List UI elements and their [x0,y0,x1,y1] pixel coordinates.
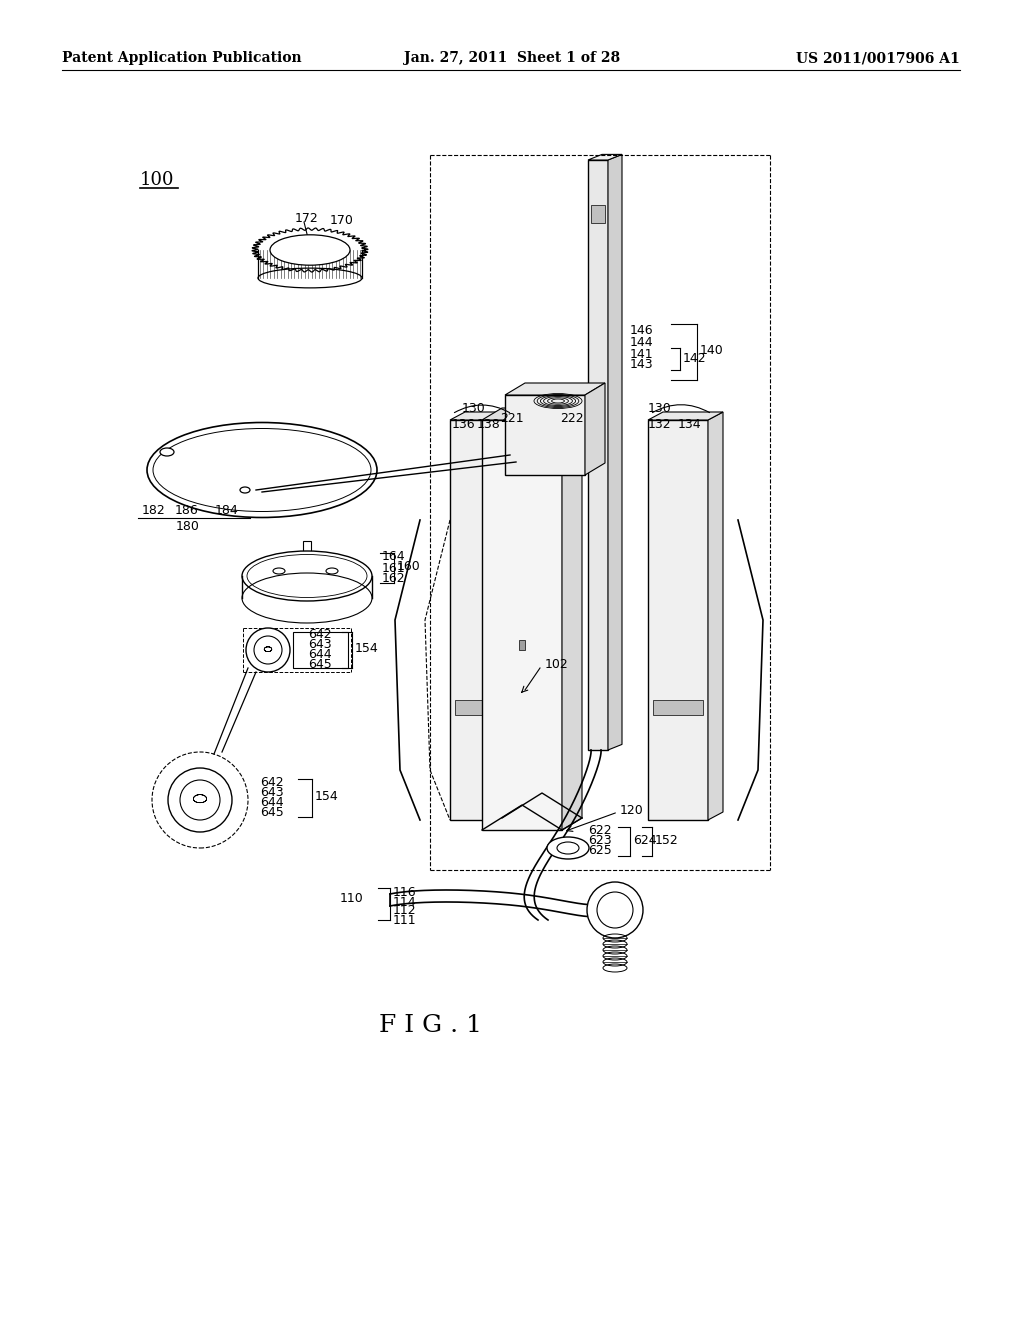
Bar [653,700,703,715]
Text: 172: 172 [295,211,318,224]
Text: 645: 645 [260,807,284,820]
Circle shape [587,882,643,939]
Text: 102: 102 [545,659,568,672]
Text: 146: 146 [630,323,653,337]
Text: 624: 624 [633,833,656,846]
Bar [195,440,300,498]
Bar [303,541,311,579]
Text: 143: 143 [630,358,653,371]
Text: 622: 622 [588,824,611,837]
Text: 161: 161 [382,561,406,574]
Ellipse shape [240,487,250,492]
Bar [588,160,608,750]
Bar [648,420,708,820]
Ellipse shape [270,235,350,265]
Text: 130: 130 [462,401,485,414]
Text: Patent Application Publication: Patent Application Publication [62,51,302,65]
Text: 642: 642 [308,628,332,642]
Text: 160: 160 [397,561,421,573]
Ellipse shape [242,550,372,601]
Bar [450,420,510,820]
Text: F I G . 1: F I G . 1 [379,1014,481,1036]
Text: 134: 134 [678,418,701,432]
Text: 643: 643 [308,639,332,652]
Polygon shape [708,412,723,820]
Text: 186: 186 [175,503,199,516]
Text: 111: 111 [393,913,417,927]
Polygon shape [648,412,723,420]
Text: 114: 114 [393,895,417,908]
Bar [455,700,505,715]
Text: 645: 645 [308,659,332,672]
Text: 116: 116 [393,886,417,899]
Text: 142: 142 [683,351,707,364]
Polygon shape [510,412,525,820]
Text: 120: 120 [620,804,644,817]
Text: 132: 132 [648,418,672,432]
Bar [591,205,605,223]
Text: 100: 100 [140,172,174,189]
Circle shape [168,768,232,832]
Text: 644: 644 [260,796,284,809]
Bar [293,632,348,668]
Text: 141: 141 [630,347,653,360]
Ellipse shape [160,447,174,455]
Text: 643: 643 [260,787,284,800]
Text: 180: 180 [176,520,200,533]
Ellipse shape [326,568,338,574]
Text: 138: 138 [477,418,501,432]
Polygon shape [585,383,605,475]
Ellipse shape [273,568,285,574]
Ellipse shape [547,837,589,859]
Text: 112: 112 [393,904,417,917]
Ellipse shape [258,268,362,288]
Text: 164: 164 [382,550,406,564]
Polygon shape [588,154,622,160]
Text: 623: 623 [588,833,611,846]
Text: 162: 162 [382,573,406,586]
Text: 152: 152 [655,833,679,846]
Polygon shape [608,154,622,750]
Ellipse shape [147,422,377,517]
Text: 644: 644 [308,648,332,661]
Text: 140: 140 [700,343,724,356]
Polygon shape [450,412,525,420]
Text: 130: 130 [648,401,672,414]
Text: 170: 170 [330,214,354,227]
Text: 221: 221 [500,412,523,425]
Bar [519,640,525,649]
Bar [505,395,585,475]
Text: Jan. 27, 2011  Sheet 1 of 28: Jan. 27, 2011 Sheet 1 of 28 [403,51,621,65]
Bar [195,440,300,498]
Polygon shape [562,408,582,830]
Text: 154: 154 [315,791,339,804]
Text: US 2011/0017906 A1: US 2011/0017906 A1 [797,51,961,65]
Text: 642: 642 [260,776,284,789]
Circle shape [246,628,290,672]
Polygon shape [482,408,582,420]
Text: 144: 144 [630,335,653,348]
Text: 154: 154 [355,643,379,656]
Text: 625: 625 [588,843,611,857]
Text: 184: 184 [215,503,239,516]
Polygon shape [505,383,605,395]
Text: 136: 136 [452,418,475,432]
Text: 110: 110 [340,891,364,904]
Bar [482,420,562,830]
Text: 182: 182 [142,503,166,516]
Text: 222: 222 [560,412,584,425]
